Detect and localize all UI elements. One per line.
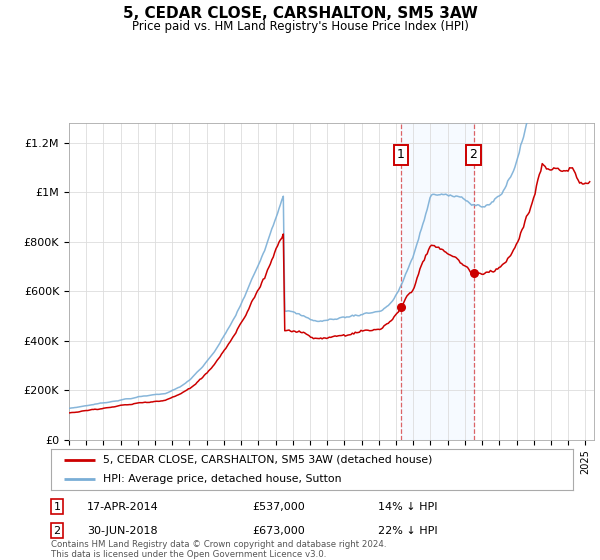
Text: 5, CEDAR CLOSE, CARSHALTON, SM5 3AW (detached house): 5, CEDAR CLOSE, CARSHALTON, SM5 3AW (det… [103,455,433,465]
Text: 5, CEDAR CLOSE, CARSHALTON, SM5 3AW: 5, CEDAR CLOSE, CARSHALTON, SM5 3AW [122,6,478,21]
Text: 2: 2 [53,526,61,536]
Text: HPI: Average price, detached house, Sutton: HPI: Average price, detached house, Sutt… [103,474,342,484]
Text: £673,000: £673,000 [252,526,305,536]
Text: 1: 1 [397,148,405,161]
Text: 14% ↓ HPI: 14% ↓ HPI [378,502,437,512]
Text: £537,000: £537,000 [252,502,305,512]
Text: 30-JUN-2018: 30-JUN-2018 [87,526,158,536]
Text: 22% ↓ HPI: 22% ↓ HPI [378,526,437,536]
Text: 1: 1 [53,502,61,512]
Text: 17-APR-2014: 17-APR-2014 [87,502,159,512]
Bar [401,123,473,440]
Text: Price paid vs. HM Land Registry's House Price Index (HPI): Price paid vs. HM Land Registry's House … [131,20,469,32]
Text: Contains HM Land Registry data © Crown copyright and database right 2024.
This d: Contains HM Land Registry data © Crown c… [51,540,386,559]
Text: 2: 2 [470,148,478,161]
